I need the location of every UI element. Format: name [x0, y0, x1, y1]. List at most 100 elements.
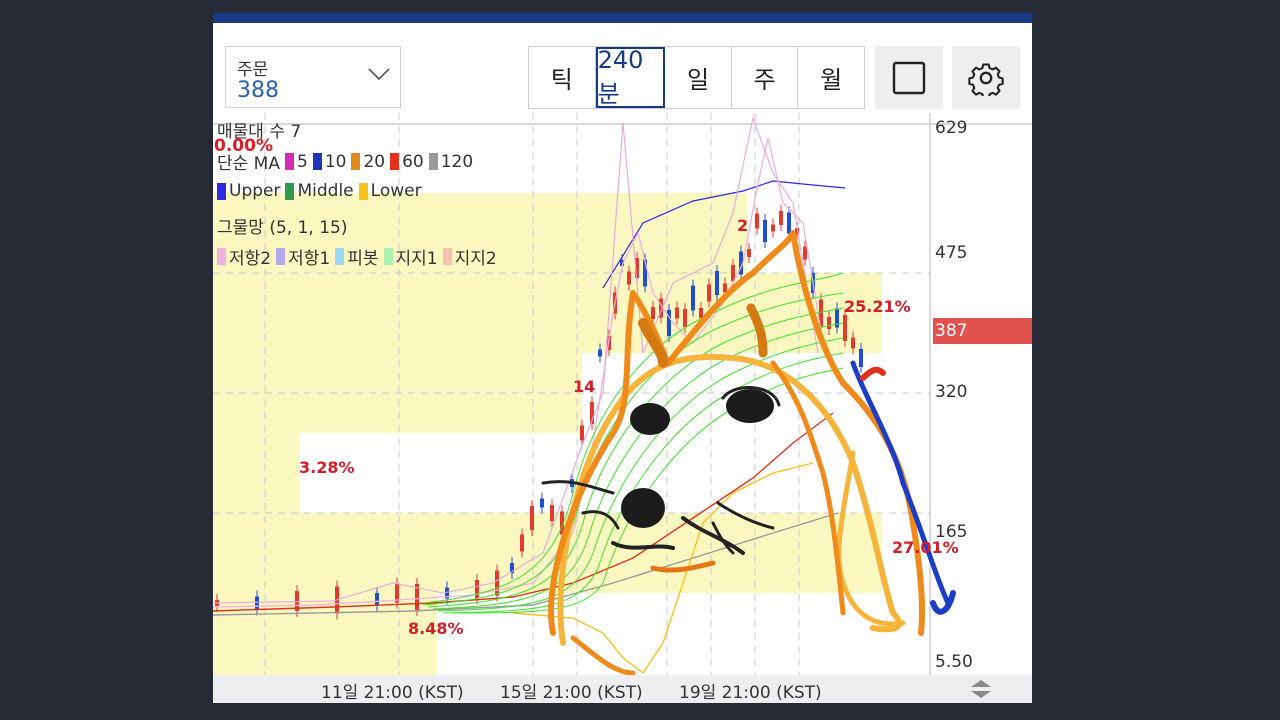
candle-body	[395, 583, 399, 603]
finger-drawing-overlay	[541, 230, 956, 675]
candle-body	[707, 284, 711, 302]
ma20-label: 20	[363, 151, 386, 172]
candle-body	[375, 593, 379, 605]
candle-body	[779, 211, 783, 225]
ma120-label: 120	[440, 151, 474, 172]
candle-body	[659, 298, 663, 318]
candle-body	[255, 596, 259, 610]
candle-body	[699, 308, 703, 318]
scroll-arrows-icon[interactable]	[970, 679, 992, 699]
candle-body	[739, 251, 743, 275]
time-label-1: 11일 21:00 (KST)	[321, 683, 464, 703]
candle-body	[827, 317, 831, 329]
pivot-legend: 저항2 저항1 피봇 지지1 지지2	[217, 244, 497, 269]
ma20-swatch	[351, 153, 361, 170]
volume-profile-label: 매물대 수 7	[217, 122, 302, 142]
candle-body	[755, 213, 759, 229]
top-accent-bar	[213, 13, 1032, 23]
candle-body	[520, 534, 524, 552]
ma60-swatch	[390, 153, 400, 170]
price-chart[interactable]: 매물대 수 7 0.00% 단순 MA 5 10 20 60 120 Upper…	[213, 113, 1032, 675]
resistance2-swatch	[217, 248, 226, 265]
candle-body	[715, 271, 719, 295]
period-day-button[interactable]: 일	[665, 47, 732, 108]
profile-percent-6: 2	[737, 216, 749, 235]
candle-body	[598, 349, 602, 357]
upper-swatch	[217, 182, 226, 200]
time-label-2: 15일 21:00 (KST)	[500, 683, 643, 703]
period-week-button[interactable]: 주	[732, 47, 799, 108]
candle-body	[819, 299, 823, 327]
order-dropdown[interactable]: 주문 388	[225, 46, 401, 108]
zero-percent-label: 0.00%	[214, 136, 273, 156]
grid-net-label: 그물망 (5, 1, 15)	[217, 218, 348, 238]
square-icon	[892, 61, 926, 94]
candle-body	[763, 220, 767, 242]
volume-profile	[213, 193, 882, 675]
order-value: 388	[237, 78, 279, 103]
candle-body	[771, 224, 775, 232]
candle-body	[803, 246, 807, 260]
period-tick-button[interactable]: 틱	[529, 47, 596, 108]
settings-button[interactable]	[952, 46, 1020, 109]
candle-body	[495, 570, 499, 596]
ma-legend: 단순 MA 5 10 20 60 120	[217, 149, 474, 175]
order-label: 주문	[237, 60, 269, 80]
candle-body	[415, 584, 419, 610]
candle-body	[635, 258, 639, 278]
candle-body	[835, 308, 839, 328]
support1-swatch	[383, 248, 393, 265]
candle-body	[667, 310, 671, 336]
candle-body	[723, 283, 727, 293]
moving-average-lines	[213, 116, 846, 675]
pivot-label: 피봇	[347, 249, 379, 269]
profile-percent-5: 8.48%	[408, 619, 464, 638]
candle-body	[510, 563, 514, 573]
ma-legend-title: 단순 MA	[217, 154, 280, 174]
candle-body	[580, 425, 584, 441]
chart-app-screen: 주문 388 틱 240분 일 주 월	[213, 13, 1032, 703]
candle-body	[627, 271, 631, 285]
price-tick-2: 475	[935, 243, 968, 263]
profile-percent-1: 25.21%	[844, 297, 911, 316]
lower-label: Lower	[370, 181, 422, 201]
candle-body	[295, 591, 299, 611]
period-selector: 틱 240분 일 주 월	[528, 46, 865, 109]
candle-body	[787, 212, 791, 234]
price-tick-bottom: 5.50	[935, 652, 973, 672]
chart-canvas	[213, 113, 956, 675]
ma5-swatch	[284, 153, 294, 170]
ma10-swatch	[312, 153, 322, 170]
gear-icon	[968, 62, 1004, 96]
chevron-down-icon	[368, 68, 390, 81]
candle-body	[530, 506, 534, 530]
candle-body	[550, 505, 554, 521]
profile-percent-2: 14	[573, 377, 596, 396]
resistance1-swatch	[276, 248, 286, 265]
current-price-badge: 387	[933, 318, 1032, 344]
lower-swatch	[358, 182, 368, 200]
fullscreen-button[interactable]	[875, 46, 943, 109]
candle-body	[620, 260, 624, 266]
pivot-swatch	[335, 248, 345, 265]
resistance2-label: 저항2	[229, 249, 272, 269]
time-axis[interactable]: 11일 21:00 (KST) 15일 21:00 (KST) 19일 21:0…	[213, 675, 1032, 703]
price-tick-4: 165	[935, 522, 968, 542]
profile-percent-3: 3.28%	[299, 458, 355, 477]
candle-body	[851, 337, 855, 349]
period-240min-button[interactable]: 240분	[595, 46, 666, 108]
candle-body	[643, 259, 647, 287]
period-month-button[interactable]: 월	[820, 66, 843, 94]
support1-label: 지지1	[395, 249, 438, 269]
candle-body	[859, 349, 863, 367]
support2-swatch	[442, 248, 452, 265]
middle-label: Middle	[297, 181, 354, 201]
candle-body	[560, 511, 564, 535]
ma60-label: 60	[402, 151, 424, 172]
candle-body	[843, 315, 847, 341]
candle-body	[590, 402, 594, 424]
candle-body	[475, 580, 479, 598]
candle-body	[691, 285, 695, 311]
candle-body	[795, 228, 799, 234]
ma120-swatch	[428, 153, 438, 170]
